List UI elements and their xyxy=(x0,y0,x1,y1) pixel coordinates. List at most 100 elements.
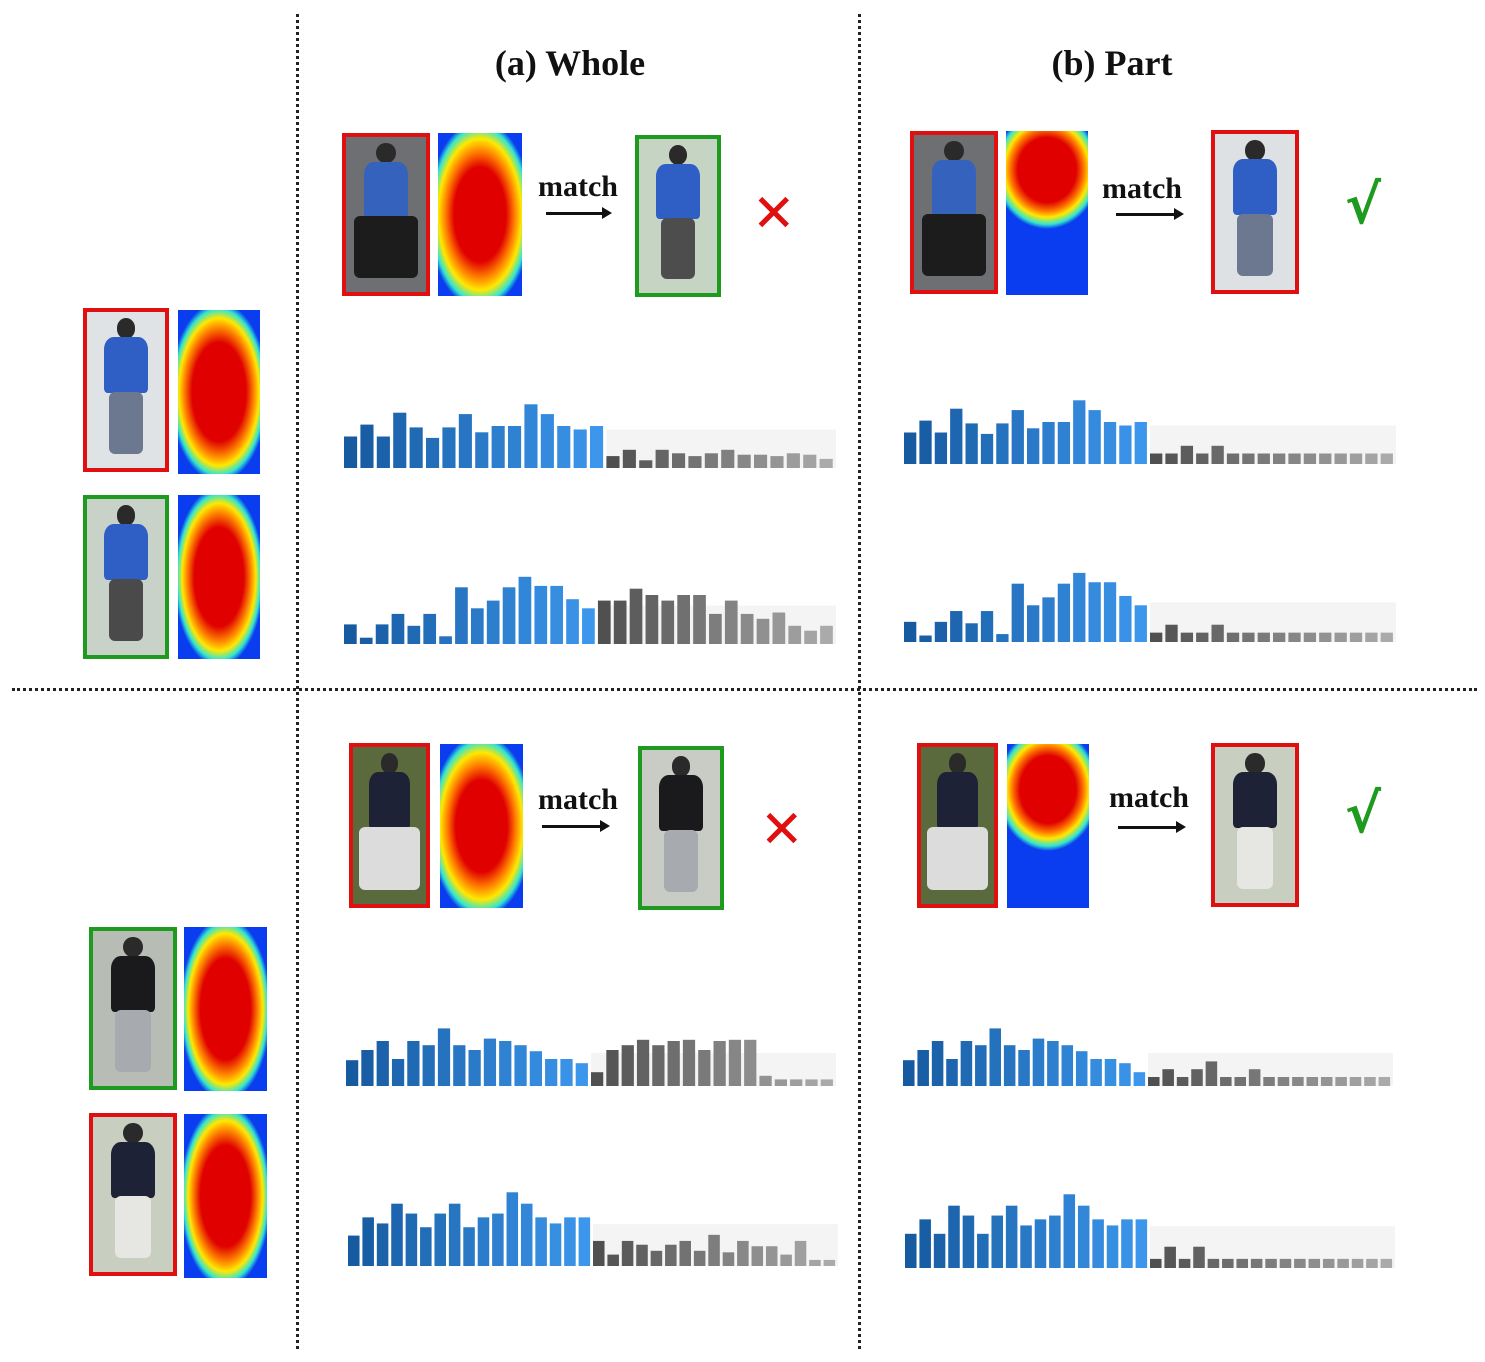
row2-query-image-1 xyxy=(89,927,177,1090)
feature-bar-occluded xyxy=(629,588,643,644)
feature-bar-occluded xyxy=(1150,1258,1162,1268)
feature-bar-occluded xyxy=(1242,632,1255,642)
feature-bar-visible xyxy=(1063,1194,1076,1268)
feature-bar-visible xyxy=(455,587,468,644)
feature-bar-occluded xyxy=(1250,1258,1263,1268)
feature-bar-occluded xyxy=(1165,453,1178,464)
feature-bar-visible xyxy=(391,1059,405,1086)
feature-bar-visible xyxy=(391,1203,403,1266)
feature-bar-occluded xyxy=(1319,632,1332,642)
feature-bar-visible xyxy=(1011,583,1024,642)
feature-bar-visible xyxy=(977,1233,989,1268)
row1-whole-feature-bars-bottom xyxy=(344,576,836,644)
row1-query-heatmap-2 xyxy=(178,495,260,659)
feature-bar-occluded xyxy=(1263,1077,1275,1086)
feature-bar-visible xyxy=(344,436,358,468)
feature-bar-visible xyxy=(965,423,978,464)
feature-bar-visible xyxy=(362,1217,374,1266)
feature-bar-visible xyxy=(483,1038,497,1086)
feature-bar-occluded xyxy=(774,1079,787,1086)
feature-bar-visible xyxy=(475,432,489,468)
feature-bar-occluded xyxy=(1248,1069,1261,1086)
feature-bar-occluded xyxy=(1211,445,1224,464)
feature-bar-visible xyxy=(540,414,554,468)
feature-bar-visible xyxy=(359,637,373,644)
feature-bar-visible xyxy=(405,1213,418,1266)
feature-bar-visible xyxy=(1003,1045,1016,1086)
feature-bar-visible xyxy=(1075,1051,1088,1086)
feature-bar-visible xyxy=(470,608,484,644)
feature-bar-visible xyxy=(1057,583,1071,642)
feature-bar-occluded xyxy=(1349,453,1363,464)
feature-bar-occluded xyxy=(803,454,817,468)
feature-bar-visible xyxy=(348,1235,360,1266)
feature-bar-occluded xyxy=(613,600,627,644)
feature-bar-occluded xyxy=(1279,1258,1292,1268)
row2-whole-arrow-shaft xyxy=(542,825,602,828)
feature-bar-occluded xyxy=(728,1039,742,1086)
column-divider-left xyxy=(296,14,299,1349)
feature-bar-occluded xyxy=(786,453,800,468)
feature-bar-occluded xyxy=(1322,1258,1335,1268)
feature-bar-occluded xyxy=(1319,453,1332,464)
feature-bar-visible xyxy=(407,1041,420,1086)
feature-bar-visible xyxy=(1027,605,1040,642)
feature-bar-occluded xyxy=(1303,453,1317,464)
feature-bar-occluded xyxy=(693,1250,706,1266)
feature-bar-visible xyxy=(975,1045,987,1086)
row1-query-heatmap-1 xyxy=(178,310,260,474)
feature-bar-visible xyxy=(422,1045,435,1086)
feature-bar-occluded xyxy=(1294,1258,1306,1268)
feature-bar-occluded xyxy=(1148,1077,1160,1086)
feature-bar-occluded xyxy=(754,454,768,468)
feature-bar-occluded xyxy=(1196,453,1209,464)
feature-bar-visible xyxy=(529,1051,542,1086)
header-part: (b) Part xyxy=(1051,43,1173,83)
feature-bar-occluded xyxy=(1303,632,1317,642)
feature-bar-visible xyxy=(960,1041,973,1086)
feature-bar-occluded xyxy=(1180,445,1194,464)
row2-whole-match-label: match xyxy=(538,783,618,816)
feature-bar-visible xyxy=(919,420,932,464)
feature-bar-occluded xyxy=(737,1240,749,1266)
feature-bar-visible xyxy=(1121,1219,1133,1268)
feature-bar-occluded xyxy=(1273,453,1286,464)
feature-bar-occluded xyxy=(759,1075,772,1086)
feature-bar-visible xyxy=(1135,1219,1148,1268)
feature-bar-visible xyxy=(549,1223,562,1266)
feature-bar-visible xyxy=(1049,1215,1061,1268)
row1-whole-probe-image xyxy=(342,133,430,296)
feature-bar-occluded xyxy=(1265,1258,1277,1268)
feature-bar-occluded xyxy=(780,1254,792,1266)
feature-bar-occluded xyxy=(1288,632,1301,642)
feature-bar-visible xyxy=(514,1045,527,1086)
feature-bar-occluded xyxy=(1277,1077,1290,1086)
feature-bar-occluded xyxy=(1242,453,1255,464)
feature-bar-visible xyxy=(1042,597,1055,642)
feature-bar-occluded xyxy=(1364,1077,1376,1086)
feature-bar-visible xyxy=(991,1215,1003,1268)
row1-part-result-image xyxy=(1211,130,1299,294)
feature-bar-visible xyxy=(534,585,548,644)
feature-bar-visible xyxy=(1018,1050,1030,1086)
row1-whole-arrow-head-icon xyxy=(602,207,612,219)
row2-whole-probe-image xyxy=(349,743,430,908)
feature-bar-occluded xyxy=(794,1240,807,1266)
feature-bar-visible xyxy=(950,408,963,464)
cross-icon: ✕ xyxy=(760,800,804,860)
feature-bar-visible xyxy=(989,1028,1001,1086)
feature-bar-visible xyxy=(903,1060,915,1086)
feature-bar-occluded xyxy=(621,1240,634,1266)
feature-bar-occluded xyxy=(1234,1077,1246,1086)
feature-bar-visible xyxy=(1077,1205,1090,1268)
feature-bar-occluded xyxy=(820,625,833,644)
feature-bar-visible xyxy=(904,621,917,642)
row2-part-feature-bars-bottom xyxy=(905,1194,1395,1268)
feature-bar-occluded xyxy=(790,1079,803,1086)
feature-bar-visible xyxy=(1034,1219,1047,1268)
feature-bar-occluded xyxy=(1178,1258,1191,1268)
feature-bar-occluded xyxy=(1366,1258,1378,1268)
feature-bar-occluded xyxy=(1292,1077,1304,1086)
row1-part-arrow-head-icon xyxy=(1174,208,1184,220)
feature-bar-occluded xyxy=(1162,1069,1174,1086)
